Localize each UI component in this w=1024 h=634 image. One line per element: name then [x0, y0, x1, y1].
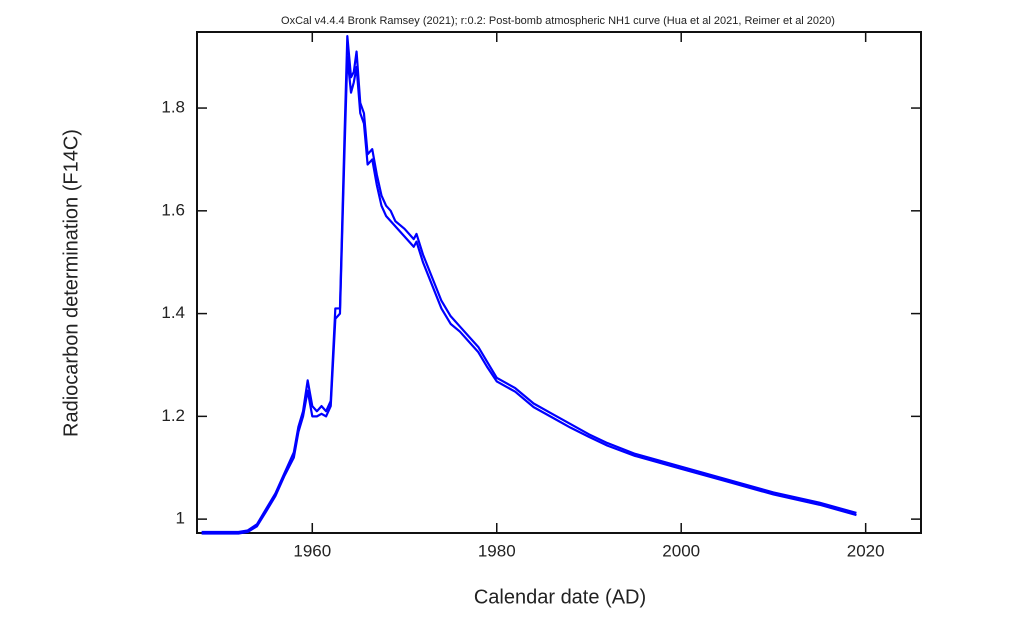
- x-tick-label: 2000: [662, 541, 700, 560]
- x-tick-label: 2020: [847, 541, 885, 560]
- y-axis-label: Radiocarbon determination (F14C): [60, 129, 82, 437]
- x-tick-label: 1960: [293, 541, 331, 560]
- chart-title: OxCal v4.4.4 Bronk Ramsey (2021); r:0.2:…: [281, 15, 835, 27]
- y-tick-label: 1.8: [161, 98, 185, 117]
- data-line: [201, 55, 857, 535]
- x-tick-label: 1980: [478, 541, 516, 560]
- y-tick-label: 1.6: [161, 200, 185, 219]
- y-tick-label: 1: [176, 509, 185, 528]
- y-tick-label: 1.2: [161, 406, 185, 425]
- y-tick-label: 1.4: [161, 303, 185, 322]
- plot-frame: [196, 31, 922, 534]
- data-line: [201, 35, 857, 534]
- x-axis-label: Calendar date (AD): [474, 586, 646, 608]
